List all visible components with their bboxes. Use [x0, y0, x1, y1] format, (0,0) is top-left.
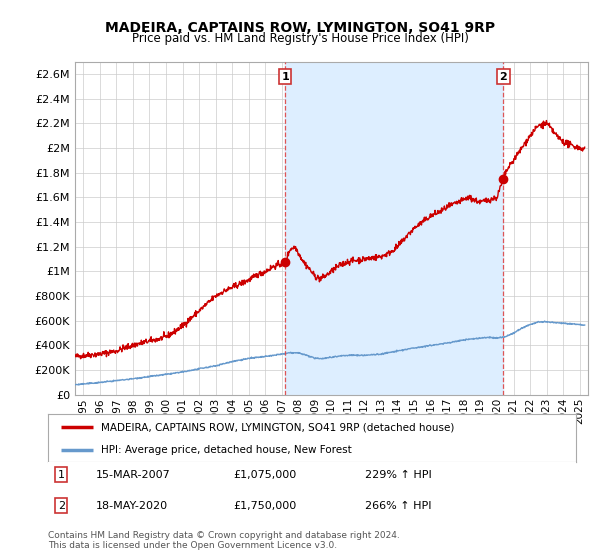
- Text: HPI: Average price, detached house, New Forest: HPI: Average price, detached house, New …: [101, 445, 352, 455]
- Text: MADEIRA, CAPTAINS ROW, LYMINGTON, SO41 9RP (detached house): MADEIRA, CAPTAINS ROW, LYMINGTON, SO41 9…: [101, 422, 454, 432]
- Text: 1: 1: [58, 470, 65, 480]
- Text: 18-MAY-2020: 18-MAY-2020: [95, 501, 167, 511]
- Text: 2: 2: [58, 501, 65, 511]
- Text: 266% ↑ HPI: 266% ↑ HPI: [365, 501, 431, 511]
- Text: Price paid vs. HM Land Registry's House Price Index (HPI): Price paid vs. HM Land Registry's House …: [131, 32, 469, 45]
- Text: MADEIRA, CAPTAINS ROW, LYMINGTON, SO41 9RP: MADEIRA, CAPTAINS ROW, LYMINGTON, SO41 9…: [105, 21, 495, 35]
- Text: 229% ↑ HPI: 229% ↑ HPI: [365, 470, 431, 480]
- Text: 2: 2: [499, 72, 507, 82]
- Text: Contains HM Land Registry data © Crown copyright and database right 2024.
This d: Contains HM Land Registry data © Crown c…: [48, 531, 400, 550]
- Bar: [285, 62, 503, 395]
- Text: 1: 1: [281, 72, 289, 82]
- Text: £1,075,000: £1,075,000: [233, 470, 296, 480]
- Text: 15-MAR-2007: 15-MAR-2007: [95, 470, 170, 480]
- Text: £1,750,000: £1,750,000: [233, 501, 296, 511]
